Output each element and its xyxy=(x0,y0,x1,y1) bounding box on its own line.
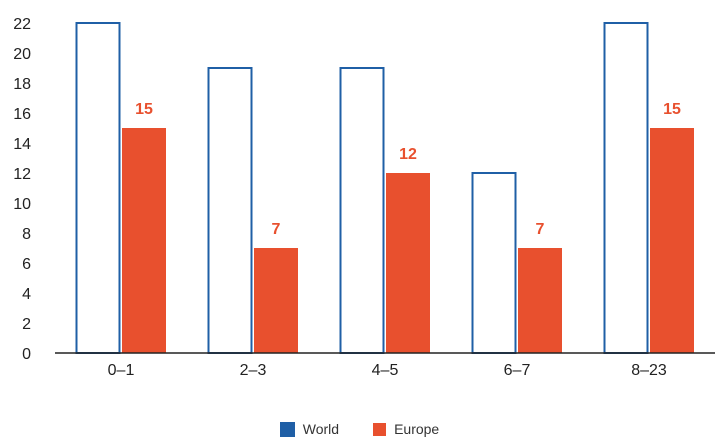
y-tick-label: 18 xyxy=(13,76,31,93)
legend-label-europe: Europe xyxy=(394,421,440,437)
y-tick-label: 14 xyxy=(13,136,31,153)
data-label-europe: 7 xyxy=(272,221,281,238)
y-tick-label: 0 xyxy=(22,346,31,363)
x-category-label: 4–5 xyxy=(372,362,399,379)
y-tick-label: 10 xyxy=(13,196,31,213)
bar-europe xyxy=(518,248,562,353)
y-tick-label: 22 xyxy=(13,16,31,33)
y-tick-label: 20 xyxy=(13,46,31,63)
data-label-europe: 7 xyxy=(536,221,545,238)
bar-europe xyxy=(254,248,298,353)
bar-europe xyxy=(650,128,694,353)
legend-swatch-world xyxy=(279,421,295,437)
bars-group xyxy=(75,22,694,354)
data-labels-group: 15 7 12 7 15 xyxy=(135,101,681,238)
data-label-europe: 15 xyxy=(135,101,153,118)
x-category-label: 8–23 xyxy=(631,362,667,379)
data-label-europe: 12 xyxy=(399,146,417,163)
bar-europe xyxy=(122,128,166,353)
y-tick-label: 16 xyxy=(13,106,31,123)
bar-world xyxy=(75,22,121,354)
x-category-label: 2–3 xyxy=(240,362,267,379)
bar-world xyxy=(339,67,385,354)
bar-world xyxy=(207,67,253,354)
x-category-label: 6–7 xyxy=(504,362,531,379)
data-label-europe: 15 xyxy=(663,101,681,118)
bar-europe xyxy=(386,173,430,353)
legend-item-world: World xyxy=(279,421,340,437)
y-tick-label: 12 xyxy=(13,166,31,183)
x-category-label: 0–1 xyxy=(108,362,135,379)
x-axis-categories: 0–1 2–3 4–5 6–7 8–23 xyxy=(108,362,667,379)
bar-world xyxy=(603,22,649,354)
legend-swatch-europe xyxy=(373,422,387,436)
legend: World Europe xyxy=(0,418,719,440)
bar-world xyxy=(471,172,517,354)
y-tick-label: 2 xyxy=(22,316,31,333)
y-tick-label: 8 xyxy=(22,226,31,243)
legend-item-europe: Europe xyxy=(373,421,439,437)
y-axis-ticks: 0 2 4 6 8 10 12 14 16 18 20 22 xyxy=(13,16,31,363)
y-tick-label: 4 xyxy=(22,286,31,303)
y-tick-label: 6 xyxy=(22,256,31,273)
legend-label-world: World xyxy=(302,421,340,437)
